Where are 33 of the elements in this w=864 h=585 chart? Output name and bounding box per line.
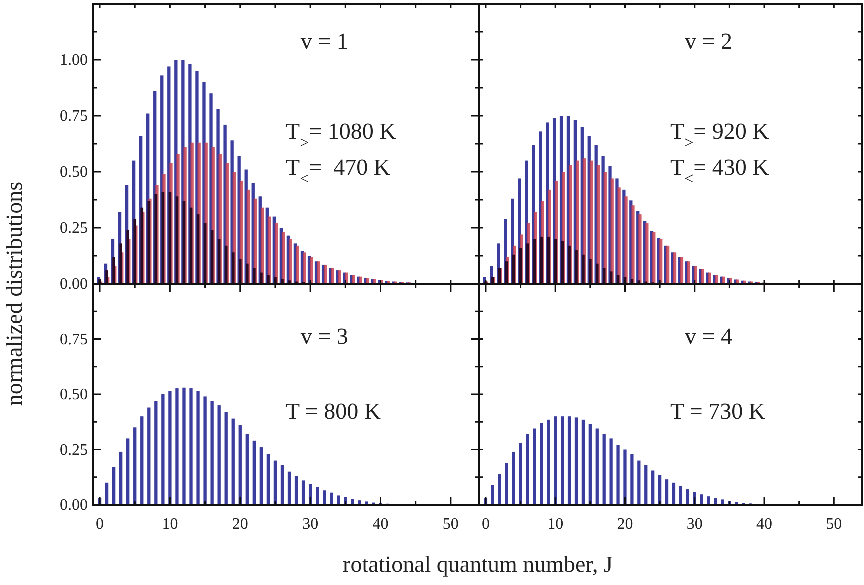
y-tick-label: 0.75 bbox=[60, 108, 88, 125]
x-axis-title: rotational quantum number, J bbox=[343, 552, 613, 577]
x-tick-label: 40 bbox=[372, 516, 389, 533]
annotation: v = 4 bbox=[685, 324, 734, 349]
annotation: v = 3 bbox=[300, 324, 348, 349]
y-tick-label: 0.75 bbox=[60, 331, 88, 348]
annotation: v = 2 bbox=[685, 29, 733, 54]
y-tick-label: 1.00 bbox=[60, 52, 88, 69]
y-tick-label: 0.00 bbox=[60, 276, 88, 293]
x-tick-label: 30 bbox=[302, 516, 319, 533]
y-tick-label: 0.25 bbox=[60, 220, 88, 237]
x-tick-label: 10 bbox=[548, 516, 564, 533]
x-tick-label: 20 bbox=[232, 516, 248, 533]
x-tick-label: 10 bbox=[162, 516, 178, 533]
x-tick-label: 50 bbox=[826, 516, 842, 533]
annotation: T$_{<}$= 470 K bbox=[286, 155, 391, 188]
x-tick-label: 0 bbox=[96, 516, 104, 533]
x-tick-label: 30 bbox=[686, 516, 703, 533]
annotation: T$_{<}$= 430 K bbox=[670, 155, 770, 188]
annotation: T = 730 K bbox=[670, 399, 766, 424]
y-tick-label: 0.50 bbox=[60, 164, 88, 181]
annotation: v = 1 bbox=[300, 29, 348, 54]
annotation: T$_{>}$= 920 K bbox=[670, 119, 770, 152]
y-axis-title: normalized distributions bbox=[2, 182, 27, 406]
x-tick-label: 0 bbox=[482, 516, 490, 533]
y-tick-label: 0.25 bbox=[60, 442, 88, 459]
y-tick-label: 0.00 bbox=[60, 497, 88, 514]
x-tick-label: 20 bbox=[617, 516, 634, 533]
y-tick-label: 0.50 bbox=[60, 386, 88, 404]
x-tick-label: 50 bbox=[442, 516, 459, 533]
annotation: T$_{>}$= 1080 K bbox=[286, 119, 397, 152]
x-tick-label: 40 bbox=[756, 516, 773, 533]
annotation: T = 800 K bbox=[286, 399, 382, 424]
